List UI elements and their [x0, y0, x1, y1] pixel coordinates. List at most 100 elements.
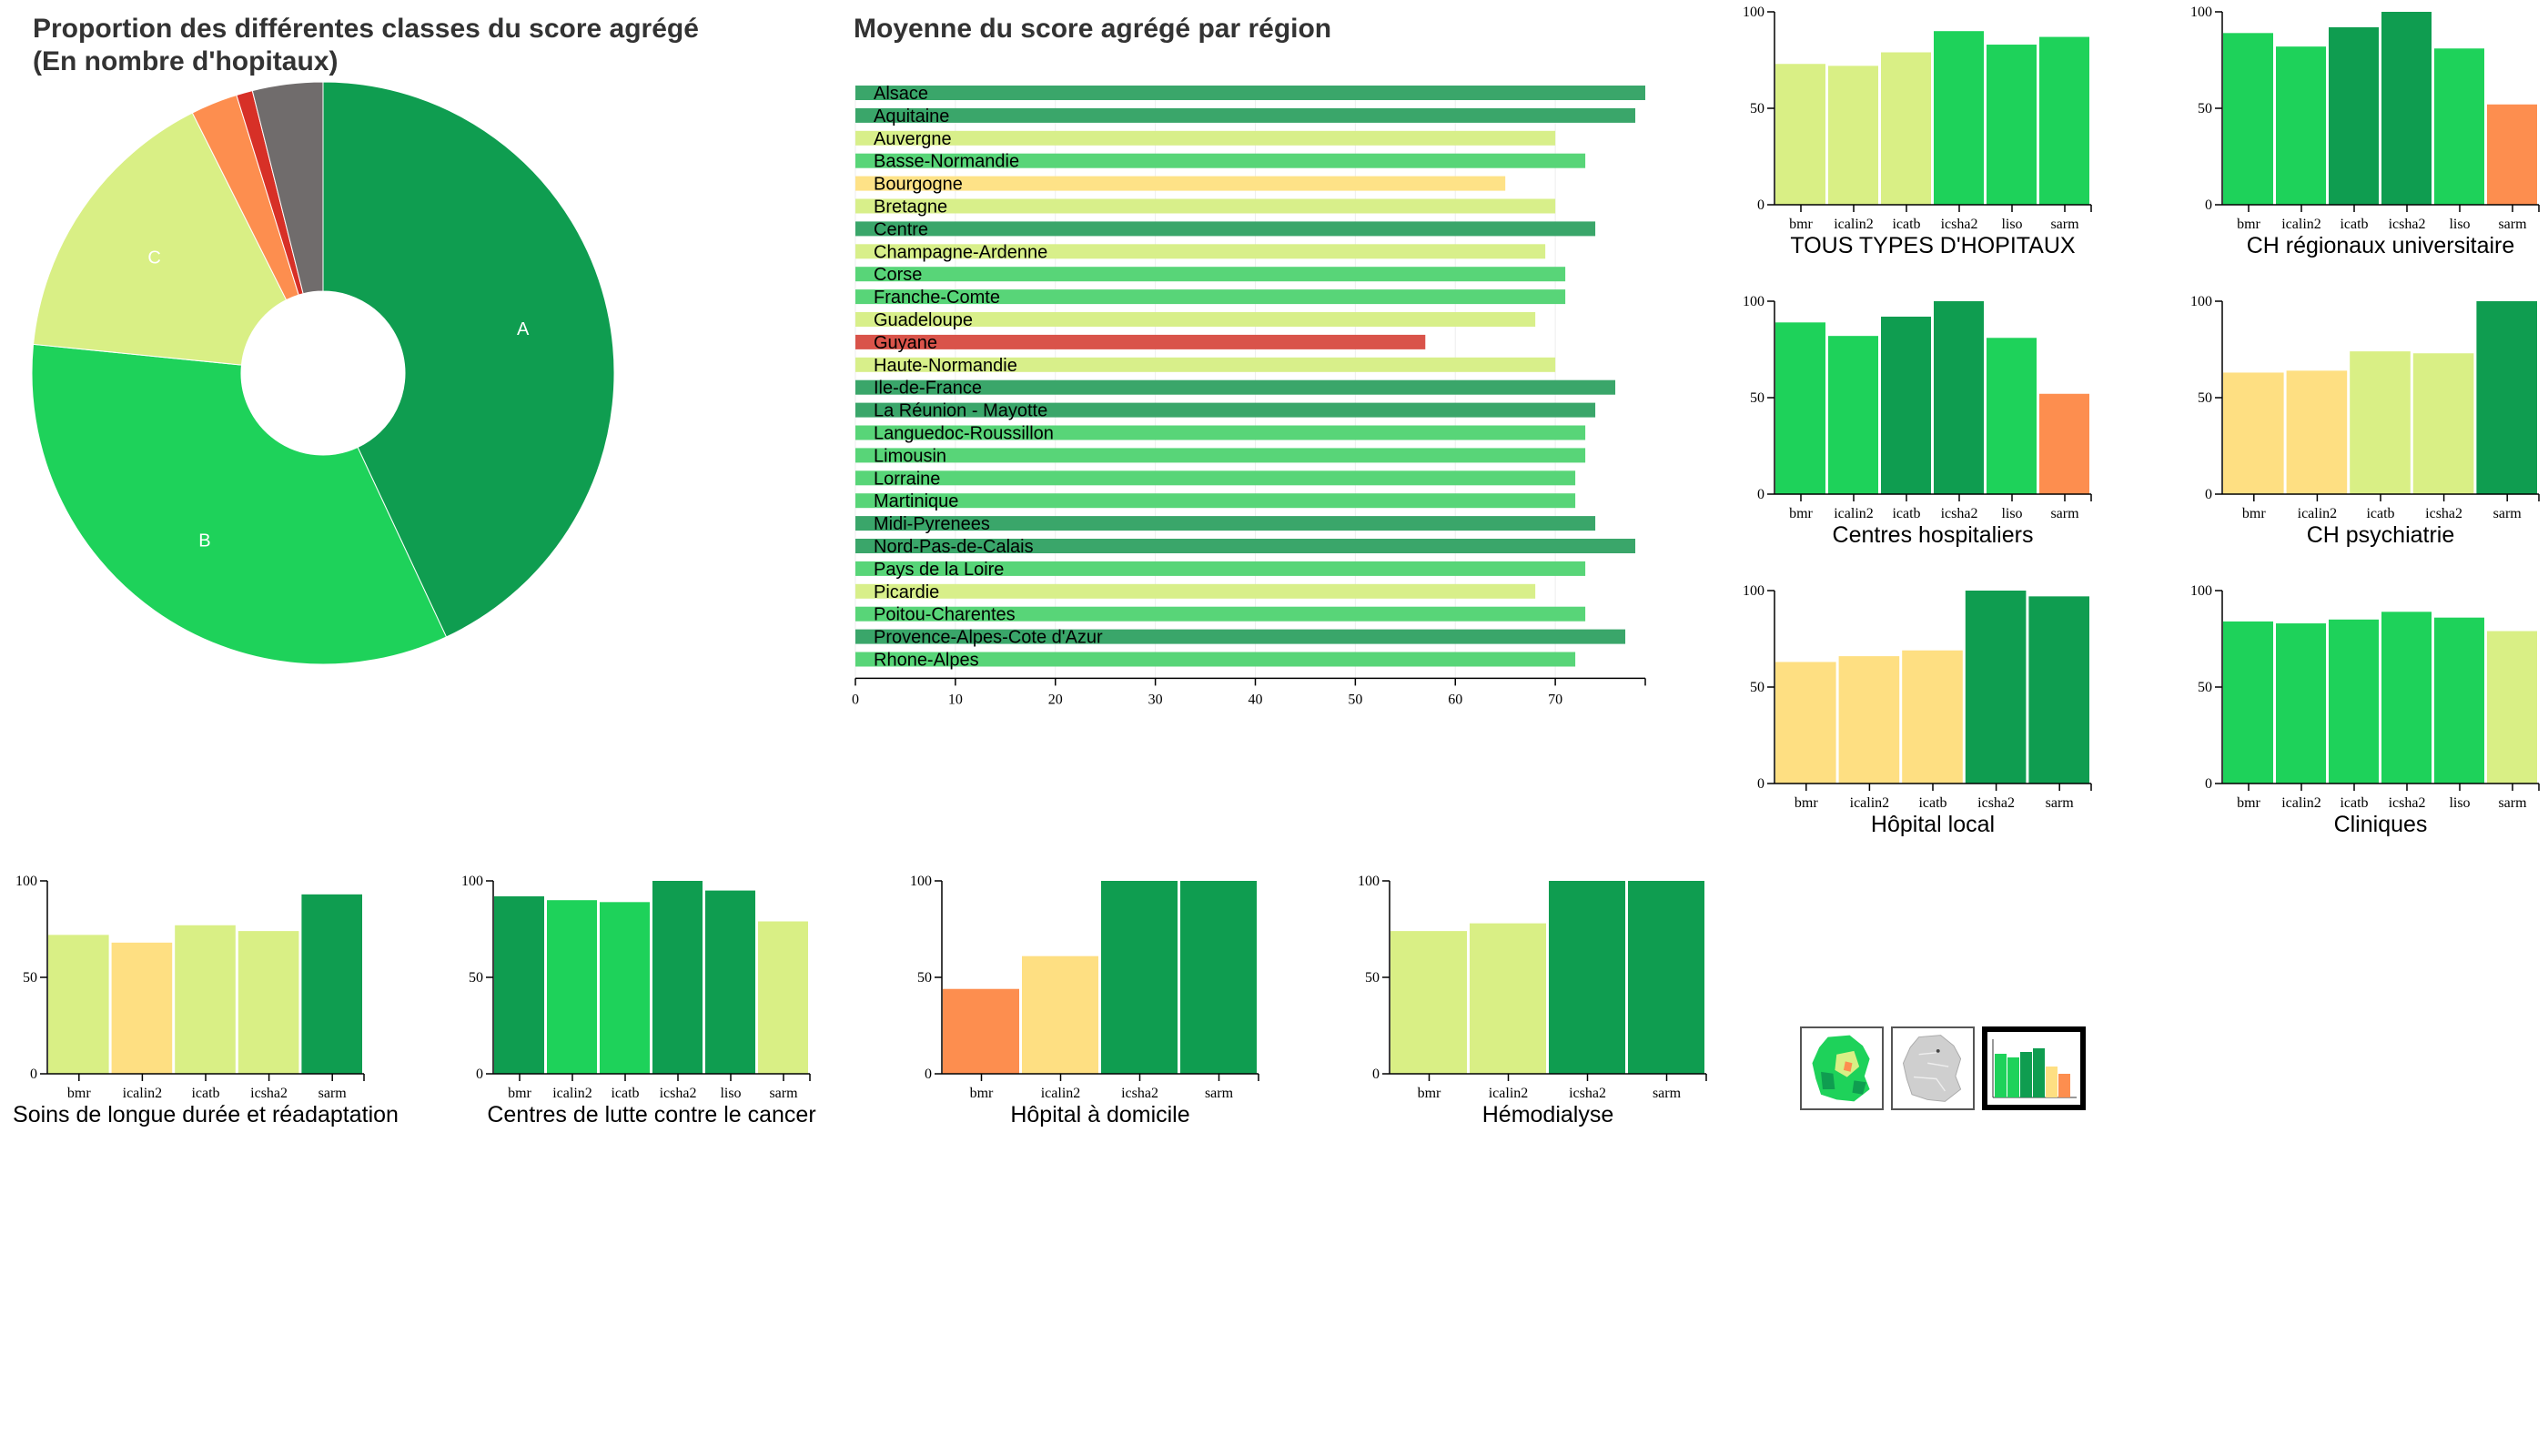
region-bar[interactable]	[855, 267, 1566, 282]
view-switch-bar-charts[interactable]	[1982, 1026, 2086, 1110]
region-bar[interactable]	[855, 470, 1576, 486]
bar-icsha2[interactable]	[1934, 301, 1984, 494]
bar-icsha2[interactable]	[1101, 881, 1178, 1074]
bar-liso[interactable]	[1987, 338, 2037, 494]
bar-icsha2[interactable]	[1549, 881, 1625, 1074]
bar-icsha2[interactable]	[652, 881, 703, 1074]
region-label: Bretagne	[874, 197, 947, 217]
region-bar[interactable]	[855, 357, 1556, 372]
bar-icalin2[interactable]	[1470, 923, 1546, 1074]
bar-icalin2[interactable]	[1828, 336, 1878, 494]
donut-slice-minor-5[interactable]	[251, 81, 324, 295]
region-bar[interactable]	[855, 516, 1596, 531]
bar-bmr[interactable]	[48, 935, 109, 1074]
bar-icatb[interactable]	[1881, 52, 1931, 205]
bar-icalin2[interactable]	[2286, 370, 2348, 494]
bar-icsha2[interactable]	[238, 931, 299, 1074]
bar-bmr[interactable]	[1775, 322, 1825, 494]
bar-liso[interactable]	[1987, 45, 2037, 205]
donut-title-line1: Proportion des différentes classes du sc…	[33, 14, 699, 44]
bar-bmr[interactable]	[494, 895, 544, 1074]
bar-icalin2[interactable]	[547, 900, 597, 1074]
x-tick-label: liso	[2449, 795, 2470, 811]
bar-sarm[interactable]	[758, 921, 808, 1074]
region-label: Basse-Normandie	[874, 152, 1019, 172]
bar-sarm[interactable]	[2487, 104, 2537, 205]
bar-icsha2[interactable]	[2381, 12, 2432, 205]
bar-icalin2[interactable]	[2276, 623, 2326, 784]
region-bar[interactable]	[855, 86, 1645, 100]
region-bar[interactable]	[855, 652, 1576, 667]
donut-slice-B[interactable]	[31, 343, 448, 665]
region-bar[interactable]	[855, 629, 1626, 644]
bar-icalin2[interactable]	[1828, 66, 1878, 205]
france-grey-map-icon	[1893, 1028, 1973, 1108]
bar-icatb[interactable]	[2329, 619, 2379, 784]
bar-sarm[interactable]	[1628, 881, 1704, 1074]
region-x-tick-label: 20	[1048, 692, 1063, 707]
chart-caption: Soins de longue durée et réadaptation	[13, 1102, 399, 1127]
bar-icsha2[interactable]	[2412, 353, 2474, 494]
region-bar[interactable]	[855, 107, 1636, 123]
bar-icalin2[interactable]	[1022, 956, 1098, 1074]
bar-icsha2[interactable]	[1934, 31, 1984, 206]
region-bar[interactable]	[855, 221, 1596, 237]
bar-liso[interactable]	[2434, 617, 2484, 784]
view-switch-colored-map[interactable]	[1800, 1026, 1884, 1110]
bar-sarm[interactable]	[2487, 631, 2537, 784]
region-bar[interactable]	[855, 379, 1616, 395]
view-switch-grey-map[interactable]	[1891, 1026, 1975, 1110]
region-x-tick-label: 60	[1448, 692, 1462, 707]
region-bar[interactable]	[855, 176, 1506, 191]
region-bar[interactable]	[855, 334, 1426, 349]
bar-liso[interactable]	[705, 890, 755, 1074]
bar-icsha2[interactable]	[2381, 612, 2432, 784]
bar-liso[interactable]	[2434, 48, 2484, 205]
bar-bmr[interactable]	[1775, 64, 1825, 206]
region-x-tick-label: 40	[1248, 692, 1262, 707]
region-bar[interactable]	[855, 289, 1566, 305]
bar-sarm[interactable]	[1180, 881, 1257, 1074]
bar-bmr[interactable]	[2223, 372, 2284, 494]
bar-bmr[interactable]	[1775, 662, 1836, 784]
bar-bmr[interactable]	[2223, 621, 2273, 784]
bar-sarm[interactable]	[2028, 596, 2089, 784]
bar-icalin2[interactable]	[2276, 46, 2326, 205]
bar-icatb[interactable]	[2329, 26, 2379, 206]
region-bar[interactable]	[855, 244, 1546, 259]
bar-icsha2[interactable]	[1965, 591, 2027, 784]
region-x-tick-label: 0	[852, 692, 859, 707]
bar-icatb[interactable]	[1902, 650, 1963, 784]
donut-slice-C[interactable]	[33, 112, 288, 366]
region-bar[interactable]	[855, 153, 1586, 168]
region-bar[interactable]	[855, 539, 1636, 553]
region-bar[interactable]	[855, 583, 1536, 599]
bar-sarm[interactable]	[2039, 36, 2089, 206]
bar-sarm[interactable]	[2476, 301, 2537, 494]
region-label: Auvergne	[874, 129, 952, 149]
bar-sarm[interactable]	[2039, 393, 2089, 494]
region-bar[interactable]	[855, 198, 1556, 214]
bar-icatb[interactable]	[1881, 316, 1931, 494]
region-bar[interactable]	[855, 425, 1586, 440]
region-bar[interactable]	[855, 130, 1556, 146]
region-bar[interactable]	[855, 448, 1586, 463]
bar-icalin2[interactable]	[1838, 656, 1900, 784]
bar-bmr[interactable]	[1390, 931, 1467, 1074]
region-bar[interactable]	[855, 493, 1576, 509]
y-tick-label: 50	[2198, 390, 2212, 406]
region-bar[interactable]	[855, 561, 1586, 576]
bar-bmr[interactable]	[943, 988, 1019, 1074]
region-bar[interactable]	[855, 606, 1586, 622]
bar-sarm[interactable]	[301, 894, 362, 1074]
bar-icatb[interactable]	[600, 902, 650, 1074]
bar-icatb[interactable]	[2350, 351, 2411, 494]
bar-bmr[interactable]	[2223, 33, 2273, 205]
donut-slice-A[interactable]	[322, 81, 615, 638]
y-tick-label: 0	[2205, 776, 2212, 792]
region-bar[interactable]	[855, 402, 1596, 418]
bar-icatb[interactable]	[175, 925, 236, 1074]
bar-icalin2[interactable]	[111, 942, 173, 1074]
x-tick-label: icsha2	[1941, 506, 1978, 521]
region-bar[interactable]	[855, 312, 1536, 327]
